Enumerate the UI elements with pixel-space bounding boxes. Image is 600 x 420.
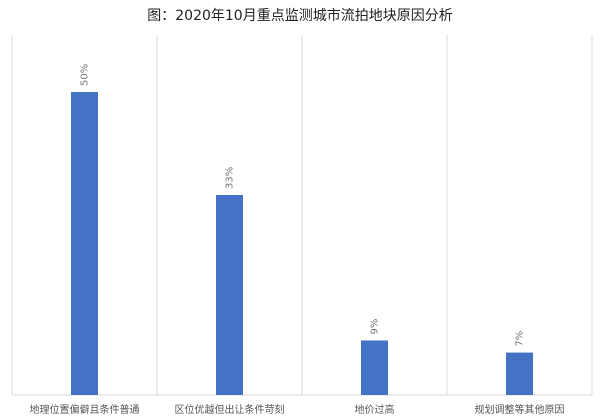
- bar: [71, 92, 98, 395]
- x-tick-label: 区位优越但出让条件苛刻: [175, 403, 285, 416]
- value-label: 33%: [225, 167, 236, 189]
- x-tick-label: 规划调整等其他原因: [475, 403, 565, 416]
- x-tick-label: 地价过高: [355, 403, 395, 416]
- value-label: 50%: [80, 64, 91, 86]
- bar: [506, 352, 533, 395]
- x-tick-label: 地理位置偏僻且条件普通: [30, 403, 140, 416]
- value-label: 7%: [515, 331, 526, 347]
- bar: [216, 195, 243, 395]
- chart-title: 图：2020年10月重点监测城市流拍地块原因分析: [147, 7, 452, 24]
- value-label: 9%: [370, 319, 381, 335]
- bar: [361, 340, 388, 395]
